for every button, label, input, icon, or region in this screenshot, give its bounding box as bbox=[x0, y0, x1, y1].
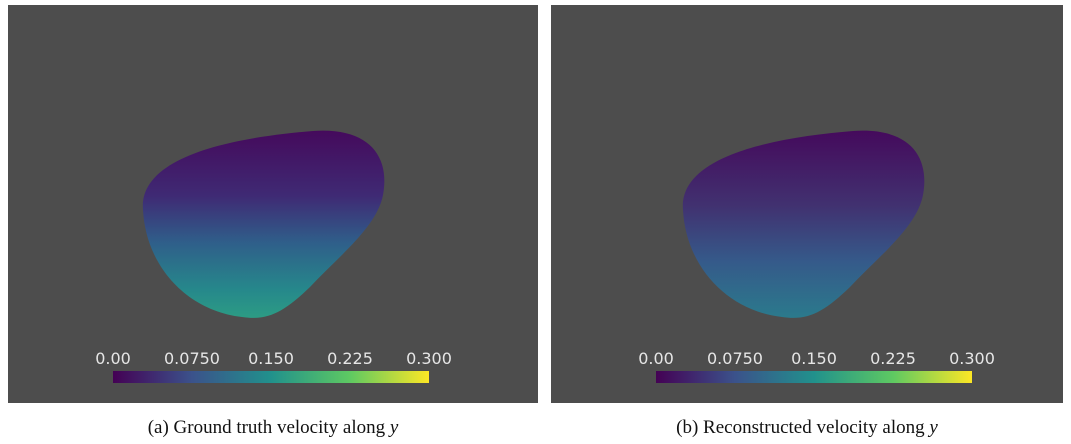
colorbar-tick-label: 0.225 bbox=[870, 349, 916, 368]
colorbar-tick-label: 0.225 bbox=[327, 349, 373, 368]
caption: (b) Reconstructed velocity along y bbox=[676, 417, 938, 438]
caption-text: (b) Reconstructed velocity along bbox=[676, 417, 925, 438]
caption-text: (a) Ground truth velocity along bbox=[148, 417, 386, 438]
velocity-field bbox=[142, 130, 385, 318]
colorbar-tick-label: 0.0750 bbox=[707, 349, 763, 368]
colorbar-tick-label: 0.300 bbox=[406, 349, 452, 368]
velocity-field bbox=[682, 130, 925, 318]
colorbar-tick-label: 0.150 bbox=[791, 349, 837, 368]
colorbar bbox=[113, 371, 429, 383]
panel: 0.00 0.0750 0.150 0.225 0.300 bbox=[551, 5, 1063, 403]
colorbar-tick-label: 0.00 bbox=[638, 349, 674, 368]
caption-variable: y bbox=[388, 417, 399, 438]
colorbar-tick-label: 0.150 bbox=[248, 349, 294, 368]
colorbar-tick-label: 0.300 bbox=[949, 349, 995, 368]
caption: (a) Ground truth velocity along y bbox=[148, 417, 399, 438]
colorbar bbox=[656, 371, 972, 383]
caption-variable: y bbox=[927, 417, 938, 438]
panel: 0.00 0.0750 0.150 0.225 0.300 bbox=[8, 5, 538, 403]
colorbar-tick-label: 0.0750 bbox=[164, 349, 220, 368]
colorbar-tick-label: 0.00 bbox=[95, 349, 131, 368]
